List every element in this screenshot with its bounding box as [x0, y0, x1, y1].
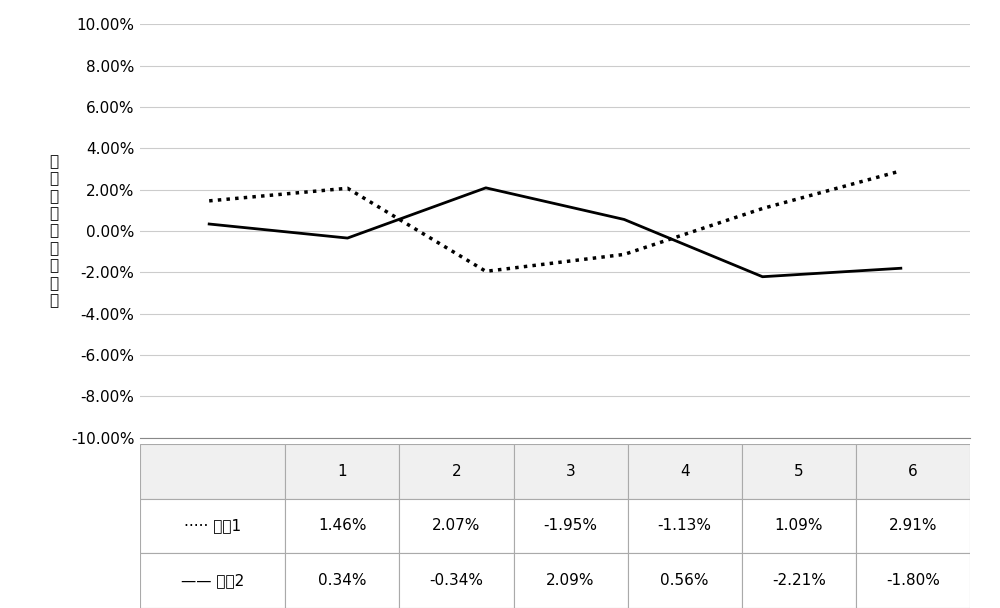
Bar: [285, 499, 399, 553]
Bar: [742, 444, 856, 499]
Bar: [628, 444, 742, 499]
Text: 1: 1: [338, 464, 347, 478]
Bar: [856, 499, 970, 553]
Bar: [742, 553, 856, 608]
Bar: [399, 553, 514, 608]
Y-axis label: 测
值
相
对
误
差
精
密
度: 测 值 相 对 误 差 精 密 度: [50, 154, 59, 308]
Text: 0.34%: 0.34%: [318, 573, 367, 588]
Bar: [140, 553, 285, 608]
Text: 3: 3: [566, 464, 575, 478]
Bar: [856, 553, 970, 608]
Bar: [514, 553, 628, 608]
Text: -1.80%: -1.80%: [886, 573, 940, 588]
Bar: [285, 553, 399, 608]
Text: -0.34%: -0.34%: [429, 573, 483, 588]
Text: 4: 4: [680, 464, 689, 478]
Text: -1.13%: -1.13%: [658, 519, 712, 533]
Text: 2: 2: [452, 464, 461, 478]
Text: 6: 6: [908, 464, 918, 478]
Text: 2.91%: 2.91%: [889, 519, 937, 533]
Text: 1.09%: 1.09%: [775, 519, 823, 533]
Text: 2.09%: 2.09%: [546, 573, 595, 588]
Bar: [399, 444, 514, 499]
Bar: [514, 444, 628, 499]
Bar: [285, 444, 399, 499]
Text: -1.95%: -1.95%: [544, 519, 598, 533]
Text: 2.07%: 2.07%: [432, 519, 481, 533]
Text: ····· 系列1: ····· 系列1: [184, 519, 241, 533]
Text: 5: 5: [794, 464, 804, 478]
Bar: [140, 444, 285, 499]
Bar: [742, 499, 856, 553]
Bar: [628, 499, 742, 553]
Text: 1.46%: 1.46%: [318, 519, 367, 533]
Bar: [140, 499, 285, 553]
Bar: [856, 444, 970, 499]
Bar: [514, 499, 628, 553]
Text: 0.56%: 0.56%: [660, 573, 709, 588]
Text: -2.21%: -2.21%: [772, 573, 826, 588]
Bar: [399, 499, 514, 553]
Bar: [628, 553, 742, 608]
Text: —— 系列2: —— 系列2: [181, 573, 244, 588]
